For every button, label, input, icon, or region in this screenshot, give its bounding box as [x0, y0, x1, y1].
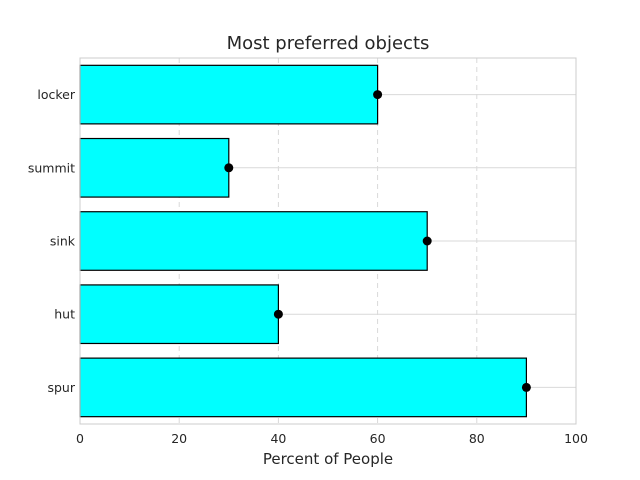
- y-tick-label: spur: [47, 380, 75, 395]
- plot-frame: [79, 57, 577, 425]
- marker-summit: [224, 163, 234, 173]
- x-axis-label: Percent of People: [263, 450, 393, 468]
- marker-hut: [273, 309, 283, 319]
- x-tick-label: 0: [76, 431, 84, 446]
- x-tick-labels: 0 20 40 60 80 100: [76, 431, 588, 446]
- y-tick-label: summit: [28, 160, 75, 175]
- x-tick-label: 60: [370, 431, 386, 446]
- y-tick-label: sink: [50, 234, 76, 249]
- marker-spur: [521, 382, 531, 392]
- marker-locker: [373, 90, 383, 100]
- bar-summit: [79, 137, 230, 198]
- bar-sink: [79, 211, 428, 271]
- y-tick-label: locker: [37, 87, 75, 102]
- markers-layer: [224, 90, 531, 392]
- marker-sink: [422, 236, 432, 246]
- chart-title: Most preferred objects: [227, 33, 430, 54]
- x-tick-label: 100: [564, 431, 588, 446]
- y-tick-label: hut: [54, 307, 75, 322]
- bar-spur: [79, 357, 527, 418]
- y-tick-labels: spur hut sink summit locker: [28, 87, 76, 395]
- x-tick-label: 20: [171, 431, 187, 446]
- bar-hut: [79, 284, 279, 345]
- x-tick-label: 40: [270, 431, 286, 446]
- bar-locker: [79, 64, 379, 125]
- x-tick-label: 80: [469, 431, 485, 446]
